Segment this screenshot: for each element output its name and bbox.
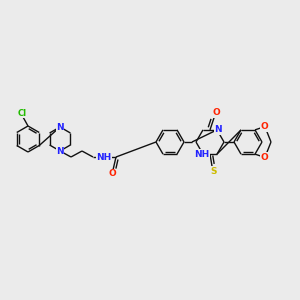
Text: O: O bbox=[212, 108, 220, 117]
Text: N: N bbox=[56, 146, 64, 155]
Text: Cl: Cl bbox=[17, 109, 27, 118]
Text: N: N bbox=[56, 122, 64, 131]
Text: NH: NH bbox=[194, 150, 210, 159]
Text: S: S bbox=[211, 167, 217, 176]
Text: O: O bbox=[260, 122, 268, 131]
Text: N: N bbox=[214, 125, 222, 134]
Text: NH: NH bbox=[96, 152, 112, 161]
Text: O: O bbox=[260, 153, 268, 162]
Text: O: O bbox=[108, 169, 116, 178]
